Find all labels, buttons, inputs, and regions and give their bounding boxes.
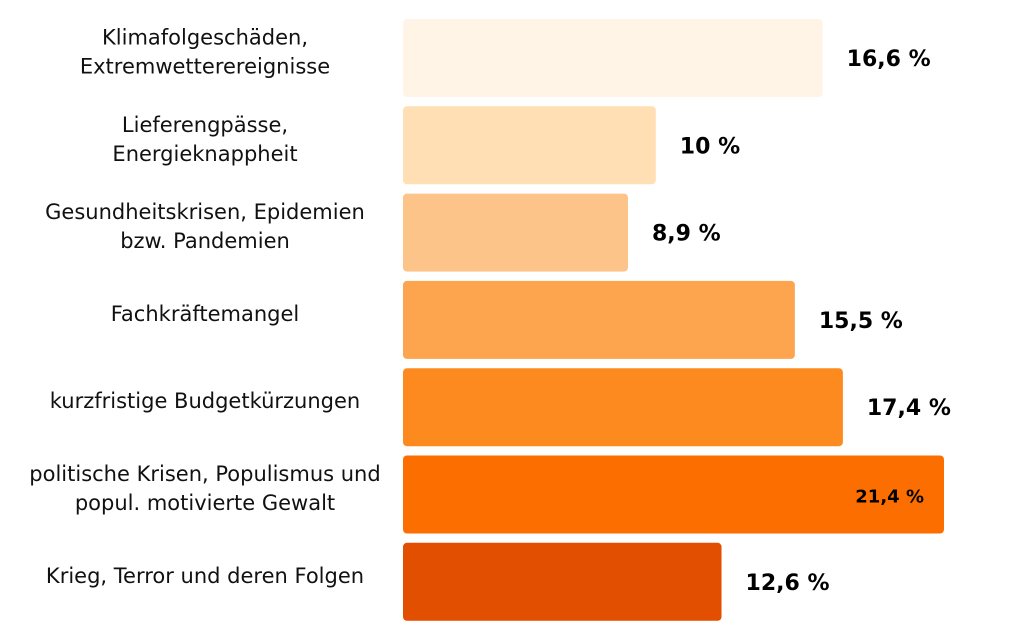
bar-7 <box>403 542 722 621</box>
bar-1 <box>403 19 823 97</box>
category-label-line: Klimafolgeschäden, <box>102 26 308 50</box>
category-label-line: Energieknappheit <box>112 142 297 166</box>
bar-4 <box>403 280 795 359</box>
category-label-line: kurzfristige Budgetkürzungen <box>50 389 360 413</box>
bar-2 <box>403 106 656 185</box>
category-label-3: Gesundheitskrisen, Epidemien bzw. Pandemi… <box>45 200 365 253</box>
value-label-2: 10 % <box>680 134 740 159</box>
category-label-1: Klimafolgeschäden, Extremwetterereignisse <box>80 26 330 79</box>
value-label-3: 8,9 % <box>652 222 721 247</box>
bar-6 <box>403 455 944 534</box>
value-label-7: 12,6 % <box>746 571 830 596</box>
category-label-line: Extremwetterereignisse <box>80 55 330 79</box>
category-label-2: Lieferengpässe, Energieknappheit <box>112 113 297 166</box>
bar-5 <box>403 368 843 447</box>
value-label-6: 21,4 % <box>855 487 924 508</box>
category-label-line: Krieg, Terror und deren Folgen <box>46 564 364 588</box>
category-label-7: Krieg, Terror und deren Folgen <box>46 564 364 588</box>
bars-layer <box>403 19 944 621</box>
category-labels-layer: Klimafolgeschäden, Extremwetterereignisse… <box>29 26 380 588</box>
category-label-4: Fachkräftemangel <box>111 302 299 326</box>
category-label-line: Lieferengpässe, <box>122 113 288 137</box>
category-label-6: politische Krisen, Populismus und popul. … <box>29 462 380 515</box>
value-label-4: 15,5 % <box>819 309 903 334</box>
category-label-line: Fachkräftemangel <box>111 302 299 326</box>
value-labels-layer: 16,6 % 10 % 8,9 % 15,5 % 17,4 % 21,4 % 12,6 % <box>652 47 951 596</box>
category-label-line: politische Krisen, Populismus und <box>29 462 380 486</box>
value-label-5: 17,4 % <box>867 396 951 421</box>
bar-3 <box>403 193 628 272</box>
category-label-line: popul. motivierte Gewalt <box>75 491 335 515</box>
category-label-line: bzw. Pandemien <box>120 229 290 253</box>
category-label-line: Gesundheitskrisen, Epidemien <box>45 200 365 224</box>
category-label-5: kurzfristige Budgetkürzungen <box>50 389 360 413</box>
value-label-1: 16,6 % <box>847 47 931 72</box>
